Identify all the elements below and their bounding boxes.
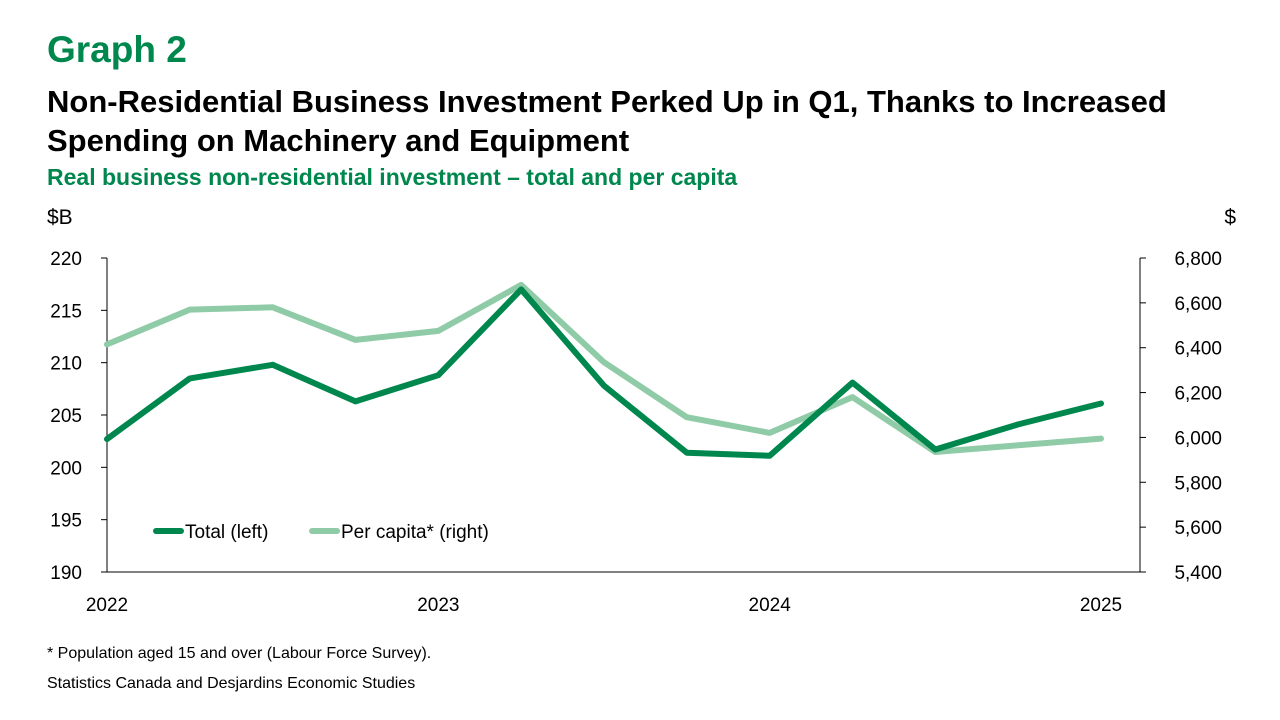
right-tick-label: 5,800 <box>1174 473 1222 494</box>
left-tick-label: 205 <box>50 406 82 427</box>
left-tick-label: 215 <box>50 301 82 322</box>
right-tick-label: 6,800 <box>1174 249 1222 270</box>
legend-total-label: Total (left) <box>185 522 268 543</box>
right-tick-label: 6,200 <box>1174 384 1222 405</box>
left-axis-unit: $B <box>47 206 73 229</box>
footnote: * Population aged 15 and over (Labour Fo… <box>47 645 432 662</box>
x-tick-label: 2025 <box>1080 595 1122 616</box>
left-tick-label: 200 <box>50 458 82 479</box>
total-series-line <box>104 286 1104 459</box>
x-tick-label: 2022 <box>86 595 128 616</box>
right-tick-label: 6,400 <box>1174 339 1222 360</box>
right-tick-label: 6,000 <box>1174 428 1222 449</box>
right-tick-label: 6,600 <box>1174 294 1222 315</box>
chart-subtitle: Real business non-residential investment… <box>47 164 738 190</box>
left-tick-label: 195 <box>50 511 82 532</box>
left-tick-label: 210 <box>50 354 82 375</box>
left-tick-label: 190 <box>50 563 82 584</box>
right-axis-unit: $ <box>1224 206 1236 229</box>
x-tick-label: 2023 <box>417 595 459 616</box>
x-tick-label: 2024 <box>749 595 792 616</box>
chart-title: Non-Residential Business Investment Perk… <box>47 84 1167 158</box>
right-tick-label: 5,400 <box>1174 563 1222 584</box>
left-tick-label: 220 <box>50 249 82 270</box>
source-note: Statistics Canada and Desjardins Economi… <box>47 675 416 692</box>
right-tick-label: 5,600 <box>1174 518 1222 539</box>
legend-per-capita-label: Per capita* (right) <box>341 522 489 543</box>
graph-label: Graph 2 <box>47 29 187 70</box>
